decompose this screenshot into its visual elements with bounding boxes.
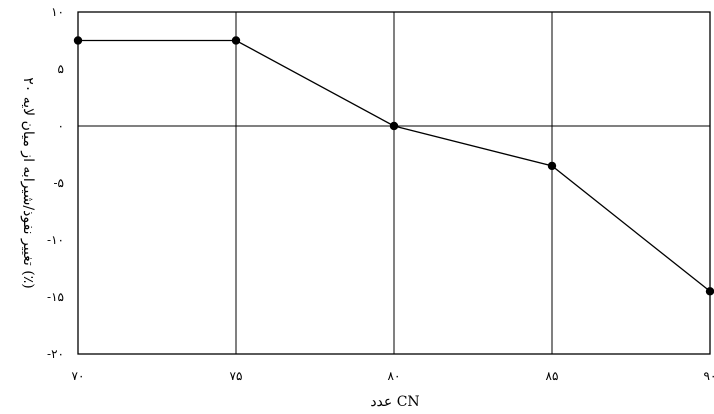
y-tick-label: ۵ [58,62,64,76]
x-tick-labels: ۷۰ ۷۵ ۸۰ ۸۵ ۹۰ [72,369,714,383]
y-tick-label: ۰ [58,119,64,133]
y-axis-title: تغییر نفوذ/شیرابه از میان لایه ۲۰ (٪) [20,77,36,288]
y-tick-label: -۱۵ [47,290,64,304]
x-tick-label: ۷۵ [230,369,243,383]
x-axis-title: عدد CN [370,394,419,410]
y-tick-label: ۱۰ [51,5,64,19]
data-point [389,121,399,131]
y-tick-label: -۲۰ [47,347,64,361]
data-point [547,161,557,171]
data-point [705,287,714,296]
x-tick-label: ۸۵ [546,369,559,383]
x-tick-label: ۷۰ [72,369,85,383]
data-point [73,36,83,45]
x-tick-label: ۹۰ [704,369,714,383]
y-tick-labels: ۱۰ ۵ ۰ -۵ -۱۰ -۱۵ -۲۰ [47,5,64,361]
data-point [231,36,241,45]
y-tick-label: -۵ [54,176,65,190]
x-tick-label: ۸۰ [388,369,401,383]
y-tick-label: -۱۰ [47,233,64,247]
series-layer [73,36,714,296]
grid-layer [78,12,710,354]
plot-frame [77,11,711,355]
